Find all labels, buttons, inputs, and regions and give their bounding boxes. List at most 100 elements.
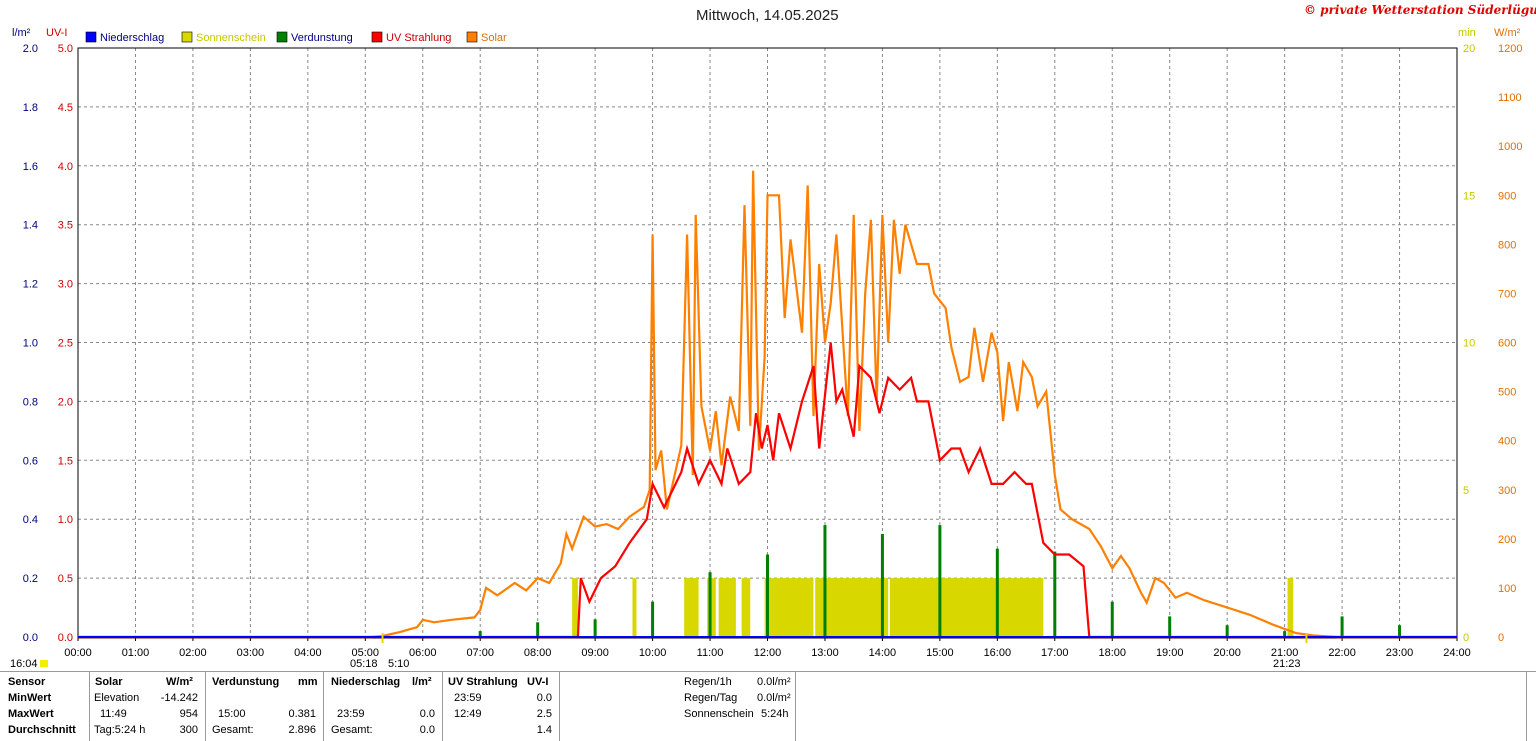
- evap-sum-value: 2.896: [288, 724, 316, 736]
- table-top-rule: [0, 671, 1536, 672]
- x-tick-label: 03:00: [237, 647, 265, 659]
- solar-min-value: -14.242: [160, 692, 198, 704]
- row-label-max: MaxWert: [8, 708, 54, 720]
- y-tick-label-solar: 1100: [1498, 92, 1522, 104]
- y-tick-label-precip: 0.2: [23, 573, 38, 585]
- evaporation-spike: [1340, 616, 1344, 637]
- x-tick-label: 09:00: [581, 647, 609, 659]
- y-tick-label-solar: 500: [1498, 387, 1516, 399]
- right-axis-unit-solar: W/m²: [1494, 27, 1521, 39]
- header-evap-unit: mm: [298, 676, 318, 688]
- y-tick-label-precip: 0.4: [23, 514, 38, 526]
- legend-label: Verdunstung: [291, 32, 353, 44]
- y-tick-label-solar: 0: [1498, 632, 1504, 644]
- header-rain-unit: l/m²: [412, 676, 432, 688]
- y-tick-label-uv: 0.0: [58, 632, 73, 644]
- evaporation-spike: [1053, 551, 1057, 637]
- y-tick-label-min: 5: [1463, 485, 1469, 497]
- rain-day-value: 0.0l/m²: [757, 692, 791, 704]
- sunshine-bar: [941, 578, 1044, 637]
- x-tick-label: 06:00: [409, 647, 437, 659]
- table-divider: [795, 672, 796, 741]
- y-tick-label-min: 15: [1463, 190, 1475, 202]
- evaporation-spikes: [478, 525, 1402, 637]
- legend-label: Solar: [481, 32, 507, 44]
- evaporation-spike: [766, 554, 769, 637]
- header-uv: UV Strahlung: [448, 676, 518, 688]
- evaporation-spike: [1168, 616, 1172, 637]
- weather-chart: 00:00 01:00 02:00 03:00 04:00 05:00 06:00 07:00…: [23, 31, 1522, 659]
- right-axis-unit-min: min: [1458, 27, 1476, 39]
- evaporation-spike: [651, 601, 655, 637]
- x-tick-label: 16:00: [984, 647, 1012, 659]
- table-divider: [89, 672, 90, 741]
- x-tick-label: 19:00: [1156, 647, 1184, 659]
- sun-dot-icon: [40, 660, 48, 667]
- uv-avg-value: 1.4: [536, 724, 552, 736]
- evaporation-spike: [1225, 625, 1229, 637]
- table-divider: [205, 672, 206, 741]
- y-tick-label-solar: 300: [1498, 485, 1516, 497]
- uv-max-value: 2.5: [536, 708, 552, 720]
- left-axis-unit-precip: l/m²: [12, 27, 31, 39]
- marker-left-time: 16:04: [10, 658, 38, 670]
- row-label-min: MinWert: [8, 692, 52, 704]
- y-tick-label-uv: 2.0: [58, 396, 73, 408]
- y-tick-label-solar: 700: [1498, 288, 1516, 300]
- header-solar-unit: W/m²: [166, 676, 193, 688]
- x-tick-label: 02:00: [179, 647, 207, 659]
- y-tick-label-uv: 3.0: [58, 279, 73, 291]
- sunshine-bar: [764, 578, 814, 637]
- x-tick-label: 15:00: [926, 647, 954, 659]
- sunshine-bar: [684, 578, 699, 637]
- x-tick-label: 07:00: [466, 647, 494, 659]
- y-tick-label-precip: 1.0: [23, 338, 38, 350]
- y-tick-label-solar: 100: [1498, 583, 1516, 595]
- evaporation-spike: [593, 619, 597, 637]
- legend-swatch: [85, 31, 97, 43]
- x-tick-label: 00:00: [64, 647, 92, 659]
- y-tick-label-precip: 1.4: [23, 220, 38, 232]
- marker-sunrise-2: 5:10: [388, 658, 410, 670]
- table-divider: [323, 672, 324, 741]
- evap-max-value: 0.381: [288, 708, 316, 720]
- y-tick-label-solar: 800: [1498, 239, 1516, 251]
- header-evap: Verdunstung: [212, 676, 280, 688]
- y-tick-label-solar: 400: [1498, 436, 1516, 448]
- x-tick-label: 11:00: [697, 647, 724, 659]
- marker-sunrise: 05:18: [350, 658, 378, 670]
- y-tick-label-uv: 4.5: [58, 102, 73, 114]
- evaporation-spike: [880, 533, 884, 637]
- rain-day-label: Regen/Tag: [684, 692, 738, 704]
- uv-min-value: 0.0: [536, 692, 552, 704]
- x-tick-label: 10:00: [639, 647, 667, 659]
- sunshine-bar: [889, 578, 940, 637]
- y-tick-label-precip: 2.0: [23, 43, 38, 55]
- x-tick-label: 21:00: [1271, 647, 1299, 659]
- x-tick-label: 12:00: [754, 647, 782, 659]
- evaporation-spike: [823, 525, 827, 637]
- x-tick-label: 18:00: [1098, 647, 1126, 659]
- header-rain: Niederschlag: [331, 676, 401, 688]
- sunshine-bars: [572, 578, 1294, 637]
- solar-avg-label: Tag:5:24 h: [94, 724, 146, 736]
- y-tick-label-precip: 0.0: [23, 632, 38, 644]
- y-tick-label-uv: 2.5: [58, 338, 73, 350]
- header-uv-unit: UV-I: [527, 676, 549, 688]
- sunshine-bar: [718, 578, 736, 637]
- evaporation-spike: [938, 525, 942, 637]
- left-axis-unit-uv: UV-I: [46, 27, 68, 39]
- y-tick-label-uv: 5.0: [58, 43, 73, 55]
- y-tick-label-precip: 0.6: [23, 455, 38, 467]
- legend-swatch: [276, 31, 288, 43]
- evaporation-spike: [1398, 625, 1402, 637]
- legend-label: Niederschlag: [100, 32, 164, 44]
- table-divider: [1526, 672, 1527, 741]
- y-tick-label-solar: 200: [1498, 534, 1516, 546]
- evap-sum-label: Gesamt:: [212, 724, 254, 736]
- x-tick-label: 13:00: [811, 647, 839, 659]
- sunshine-bar: [632, 578, 637, 637]
- y-tick-label-precip: 1.2: [23, 279, 38, 291]
- y-tick-label-uv: 4.0: [58, 161, 73, 173]
- chart-title: Mittwoch, 14.05.2025: [696, 7, 839, 24]
